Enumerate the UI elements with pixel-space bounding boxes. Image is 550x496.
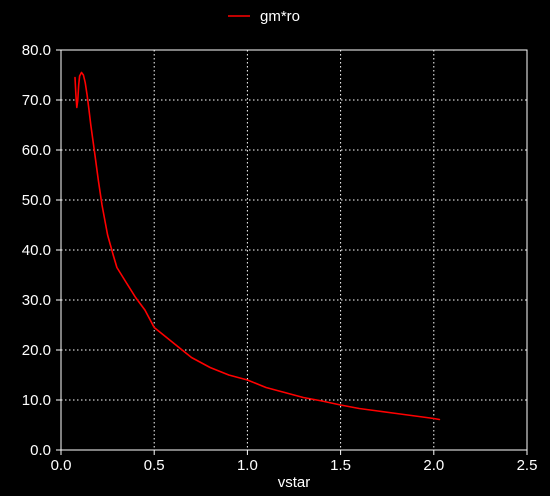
x-tick-label: 1.5 xyxy=(330,457,351,474)
y-tick-label: 40.0 xyxy=(22,242,51,259)
legend-label-gm-ro: gm*ro xyxy=(260,8,300,25)
y-tick-label: 10.0 xyxy=(22,392,51,409)
grid-lines xyxy=(61,50,527,450)
x-tick-label: 2.0 xyxy=(423,457,444,474)
y-axis-ticks: 0.0 10.0 20.0 30.0 40.0 50.0 60.0 70.0 80.0 xyxy=(22,42,61,459)
x-tick-label: 2.5 xyxy=(517,457,538,474)
y-tick-label: 30.0 xyxy=(22,292,51,309)
series-layer xyxy=(74,71,441,421)
x-axis-ticks: 0.0 0.5 1.0 1.5 2.0 2.5 xyxy=(51,450,538,474)
x-tick-label: 0.0 xyxy=(51,457,72,474)
y-tick-label: 80.0 xyxy=(22,42,51,59)
y-tick-label: 70.0 xyxy=(22,92,51,109)
series-line-gm-ro xyxy=(74,71,441,421)
x-tick-label: 1.0 xyxy=(237,457,258,474)
y-tick-label: 50.0 xyxy=(22,192,51,209)
y-tick-label: 20.0 xyxy=(22,342,51,359)
y-tick-label: 60.0 xyxy=(22,142,51,159)
y-tick-label: 0.0 xyxy=(30,442,51,459)
x-tick-label: 0.5 xyxy=(144,457,165,474)
legend: gm*ro xyxy=(228,8,300,25)
x-axis-label: vstar xyxy=(278,474,311,491)
